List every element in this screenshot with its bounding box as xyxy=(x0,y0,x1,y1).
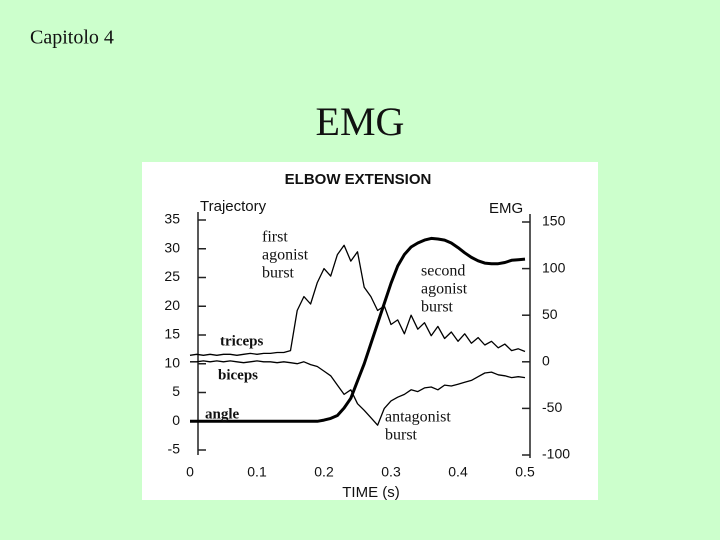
x-tick-label: 0.3 xyxy=(381,464,401,480)
x-tick-label: 0.4 xyxy=(448,464,468,480)
annotation: agonist xyxy=(262,247,309,264)
annotation: second xyxy=(421,263,465,280)
chart-background xyxy=(142,162,598,500)
y-tick-label: 5 xyxy=(172,383,180,399)
y-tick-label: 25 xyxy=(164,268,180,284)
x-axis-label: TIME (s) xyxy=(342,484,400,501)
y-tick-label: 15 xyxy=(164,326,180,342)
series-label: triceps xyxy=(220,333,263,349)
annotation: first xyxy=(262,229,288,246)
y-tick-label: 30 xyxy=(164,239,180,255)
y2-tick-label: -100 xyxy=(542,446,570,462)
series-line xyxy=(189,244,526,356)
annotation: antagonist xyxy=(385,409,451,426)
y2-axis-label: EMG xyxy=(489,200,523,217)
series-line xyxy=(190,360,526,426)
x-tick-label: 0.1 xyxy=(247,464,267,480)
y2-tick-label: 100 xyxy=(542,259,566,275)
series-line xyxy=(190,236,526,423)
y-tick-label: 10 xyxy=(164,354,180,370)
y-tick-label: -5 xyxy=(168,441,181,457)
x-tick-label: 0.5 xyxy=(515,464,535,480)
slide-title: EMG xyxy=(316,99,405,144)
slide-header: Capitolo 4 xyxy=(30,27,114,49)
y-tick-label: 35 xyxy=(164,211,180,227)
y2-tick-label: -50 xyxy=(542,399,562,415)
y-tick-label: 20 xyxy=(164,297,180,313)
series-label: biceps xyxy=(218,367,258,383)
y2-tick-label: 150 xyxy=(542,213,566,229)
x-tick-label: 0.2 xyxy=(314,464,334,480)
annotation: burst xyxy=(385,427,418,444)
annotation: burst xyxy=(262,265,295,282)
series-label: angle xyxy=(205,406,240,422)
x-tick-label: 0 xyxy=(186,464,194,480)
y2-tick-label: 50 xyxy=(542,306,558,322)
y2-tick-label: 0 xyxy=(542,353,550,369)
y-tick-label: 0 xyxy=(172,412,180,428)
annotation: agonist xyxy=(421,281,468,298)
chart-title: ELBOW EXTENSION xyxy=(285,171,432,188)
y-axis-label: Trajectory xyxy=(200,198,267,215)
annotation: burst xyxy=(421,299,454,316)
